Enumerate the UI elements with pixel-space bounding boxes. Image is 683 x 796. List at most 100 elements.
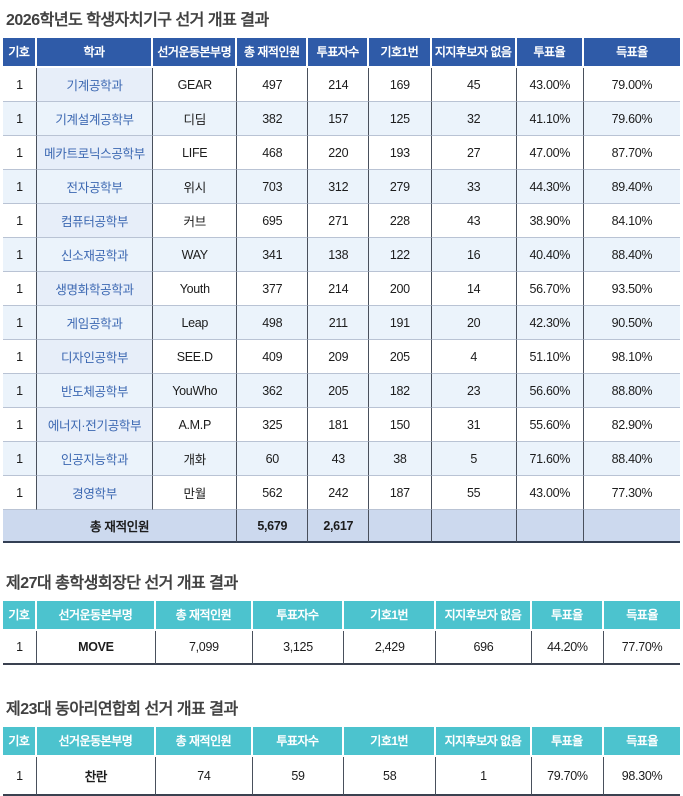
table-cell: 디딤 — [153, 102, 238, 136]
table-cell: 325 — [237, 408, 309, 442]
col-header-enrolled: 총 재적인원 — [237, 38, 309, 68]
table-cell: 38.90% — [516, 204, 584, 238]
table-header-row: 기호 선거운동본부명 총 재적인원 투표자수 기호1번 지지후보자 없음 투표율… — [3, 727, 680, 757]
table-cell: 77.30% — [583, 476, 680, 510]
table-cell: 40.40% — [516, 238, 584, 272]
table-cell: 51.10% — [516, 340, 584, 374]
table-cell: 89.40% — [583, 170, 680, 204]
table-cell: 498 — [237, 306, 309, 340]
table-cell: 7,099 — [155, 631, 253, 665]
table-cell: 279 — [369, 170, 432, 204]
table-cell: 32 — [431, 102, 517, 136]
table-cell: 362 — [237, 374, 309, 408]
results-table-departments: 기호 학과 선거운동본부명 총 재적인원 투표자수 기호1번 지지후보자 없음 … — [3, 38, 680, 543]
table-cell: 23 — [431, 374, 517, 408]
table-cell: 382 — [237, 102, 309, 136]
table-cell: 191 — [369, 306, 432, 340]
table-cell: 1 — [3, 442, 37, 476]
table-cell: 20 — [431, 306, 517, 340]
table-cell: 497 — [237, 68, 309, 102]
table-cell: 125 — [369, 102, 432, 136]
department-cell: 컴퓨터공학부 — [36, 204, 154, 238]
table-row: 1 찬란 74 59 58 1 79.70% 98.30% — [3, 757, 680, 796]
table-cell: 71.60% — [516, 442, 584, 476]
table-cell: 84.10% — [583, 204, 680, 238]
table-cell: 79.00% — [583, 68, 680, 102]
table-cell: 31 — [431, 408, 517, 442]
department-cell: 인공지능학과 — [36, 442, 154, 476]
table-cell: 60 — [237, 442, 309, 476]
table-cell: 44.30% — [516, 170, 584, 204]
col-header-candidate1: 기호1번 — [369, 38, 432, 68]
table-cell: 1 — [3, 408, 37, 442]
table-cell: 696 — [436, 631, 532, 665]
table-cell: A.M.P — [153, 408, 238, 442]
table-cell: 150 — [369, 408, 432, 442]
table-cell: 93.50% — [583, 272, 680, 306]
table-cell: 187 — [369, 476, 432, 510]
table-cell: 33 — [431, 170, 517, 204]
col-header-campaign: 선거운동본부명 — [153, 38, 238, 68]
table-row: 1 에너지·전기공학부 A.M.P 325 181 150 31 55.60% 82.90% — [3, 408, 680, 442]
col-header-candidate1: 기호1번 — [344, 601, 437, 631]
table-cell: 205 — [369, 340, 432, 374]
table-cell: 1 — [436, 757, 532, 796]
table-cell: 74 — [155, 757, 253, 796]
department-cell: 기계설계공학부 — [36, 102, 154, 136]
table-cell: 211 — [308, 306, 370, 340]
table-cell: 169 — [369, 68, 432, 102]
table-cell: 88.40% — [583, 238, 680, 272]
table-cell: YouWho — [153, 374, 238, 408]
total-enrolled: 5,679 — [237, 510, 309, 543]
table-cell: 1 — [3, 136, 37, 170]
table-cell: 개화 — [153, 442, 238, 476]
results-table-student-council: 기호 선거운동본부명 총 재적인원 투표자수 기호1번 지지후보자 없음 투표율… — [3, 601, 680, 665]
table-cell: 182 — [369, 374, 432, 408]
table-cell: 1 — [3, 272, 37, 306]
col-header-symbol: 기호 — [3, 38, 37, 68]
department-cell: 게임공학과 — [36, 306, 154, 340]
table-cell: 43 — [431, 204, 517, 238]
table-cell: 56.60% — [516, 374, 584, 408]
department-cell: 메카트로닉스공학부 — [36, 136, 154, 170]
table-cell: 1 — [3, 238, 37, 272]
table-cell — [369, 510, 432, 543]
table-cell: 695 — [237, 204, 309, 238]
col-header-voters: 투표자수 — [308, 38, 370, 68]
table-row: 1 인공지능학과 개화 60 43 38 5 71.60% 88.40% — [3, 442, 680, 476]
table-cell: 5 — [431, 442, 517, 476]
col-header-voters: 투표자수 — [252, 727, 345, 757]
table-cell: 214 — [308, 272, 370, 306]
table-cell: 커브 — [153, 204, 238, 238]
table-cell: 1 — [3, 757, 37, 796]
col-header-campaign: 선거운동본부명 — [36, 601, 156, 631]
table-cell: 42.30% — [516, 306, 584, 340]
table-cell: 87.70% — [583, 136, 680, 170]
table-cell: 1 — [3, 102, 37, 136]
table-cell: 58 — [344, 757, 437, 796]
table-cell: 44.20% — [531, 631, 605, 665]
table-cell: 찬란 — [36, 757, 156, 796]
col-header-campaign: 선거운동본부명 — [36, 727, 156, 757]
table-cell: 1 — [3, 68, 37, 102]
table-row: 1 기계공학과 GEAR 497 214 169 45 43.00% 79.00% — [3, 68, 680, 102]
table-cell: 55 — [431, 476, 517, 510]
table-header-row: 기호 선거운동본부명 총 재적인원 투표자수 기호1번 지지후보자 없음 투표율… — [3, 601, 680, 631]
table-cell: 16 — [431, 238, 517, 272]
table-cell: 98.30% — [604, 757, 680, 796]
col-header-department: 학과 — [36, 38, 154, 68]
table-cell: 228 — [369, 204, 432, 238]
col-header-voteshare: 득표율 — [583, 38, 680, 68]
table-row: 1 게임공학과 Leap 498 211 191 20 42.30% 90.50% — [3, 306, 680, 340]
table-cell: 82.90% — [583, 408, 680, 442]
table-cell: Leap — [153, 306, 238, 340]
table-cell: 1 — [3, 170, 37, 204]
table-cell: 77.70% — [604, 631, 680, 665]
col-header-voteshare: 득표율 — [604, 601, 680, 631]
table-cell: LIFE — [153, 136, 238, 170]
department-cell: 신소재공학과 — [36, 238, 154, 272]
table-cell: 43.00% — [516, 68, 584, 102]
table-cell: 1 — [3, 631, 37, 665]
table-row: 1 경영학부 만월 562 242 187 55 43.00% 77.30% — [3, 476, 680, 510]
table-row: 1 전자공학부 위시 703 312 279 33 44.30% 89.40% — [3, 170, 680, 204]
